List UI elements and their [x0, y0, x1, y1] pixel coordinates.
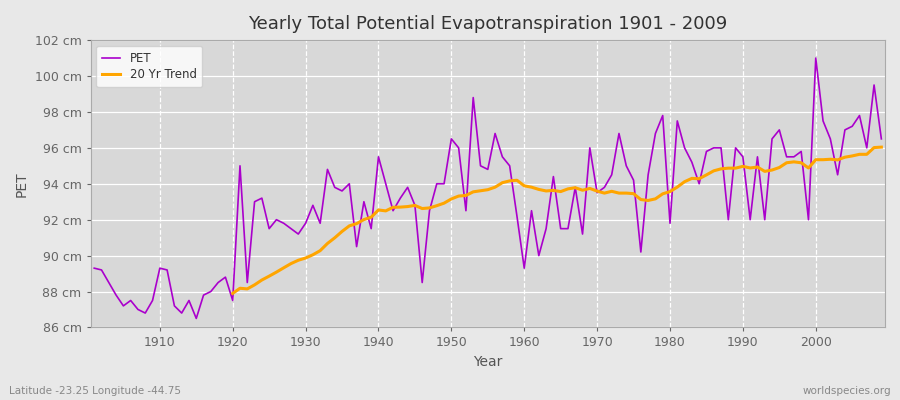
PET: [518, 266, 529, 270]
PET: [315, 221, 326, 226]
PET: [147, 298, 158, 303]
20 Yr Trend: [876, 145, 886, 150]
Text: Latitude -23.25 Longitude -44.75: Latitude -23.25 Longitude -44.75: [9, 386, 181, 396]
PET: [614, 131, 625, 136]
PET: [358, 199, 369, 204]
20 Yr Trend: [781, 160, 792, 165]
20 Yr Trend: [315, 248, 326, 253]
Line: 20 Yr Trend: 20 Yr Trend: [233, 147, 881, 293]
Title: Yearly Total Potential Evapotranspiration 1901 - 2009: Yearly Total Potential Evapotranspiratio…: [248, 15, 727, 33]
Text: worldspecies.org: worldspecies.org: [803, 386, 891, 396]
PET: [876, 136, 886, 141]
20 Yr Trend: [424, 206, 435, 210]
PET: [191, 316, 202, 321]
PET: [810, 56, 821, 60]
PET: [89, 266, 100, 270]
PET: [526, 208, 537, 213]
Y-axis label: PET: PET: [15, 171, 29, 196]
20 Yr Trend: [847, 154, 858, 158]
X-axis label: Year: Year: [473, 355, 502, 369]
Legend: PET, 20 Yr Trend: PET, 20 Yr Trend: [96, 46, 202, 87]
20 Yr Trend: [228, 291, 238, 296]
Line: PET: PET: [94, 58, 881, 318]
20 Yr Trend: [767, 168, 778, 172]
20 Yr Trend: [680, 179, 690, 184]
